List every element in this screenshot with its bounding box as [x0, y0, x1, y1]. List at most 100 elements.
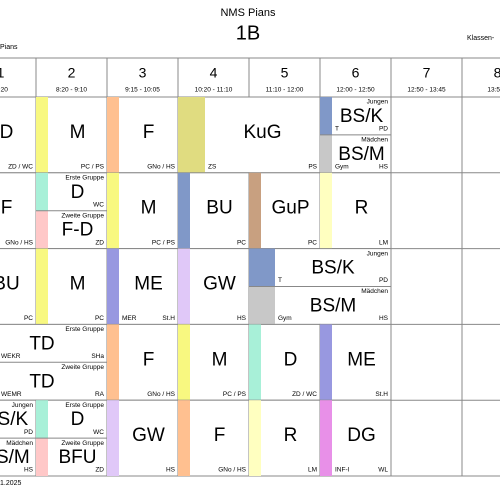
lesson-strip: [36, 97, 48, 173]
cell: [0, 248, 37, 325]
period-number: 2: [68, 65, 76, 81]
lesson-strip: [36, 210, 48, 249]
subject: R: [284, 425, 298, 446]
lesson-strip: [107, 97, 119, 173]
info-right: WL: [378, 467, 388, 474]
period-time: -8:20: [0, 87, 8, 94]
info-right: LM: [308, 467, 317, 474]
subject: D: [71, 409, 85, 430]
lesson-strip: [249, 400, 261, 476]
group-label: Zweite Gruppe: [61, 212, 104, 219]
info-right: SHa: [91, 353, 104, 360]
info-right: GNo / HS: [147, 164, 175, 171]
lesson-strip: [178, 324, 190, 401]
info-right: GNo / HS: [218, 467, 246, 474]
info-right: PC: [308, 239, 317, 246]
group-label: Erste Gruppe: [65, 175, 104, 182]
info-right: RA: [95, 391, 105, 398]
subject: BU: [0, 274, 20, 295]
info-right: HS: [166, 467, 176, 474]
subject: M: [212, 349, 228, 370]
info-right: WC: [93, 201, 104, 208]
info-left: T: [335, 126, 339, 133]
info-left: ZS: [208, 164, 217, 171]
info-right: GNo / HS: [147, 391, 175, 398]
info-right: ZD: [95, 239, 104, 246]
period-number: 6: [352, 65, 360, 81]
group-label: Zweite Gruppe: [61, 440, 104, 447]
subject: TD: [29, 333, 54, 354]
lesson-strip: [320, 324, 332, 401]
info-left: Gym: [335, 164, 349, 171]
period-number: 3: [139, 65, 147, 81]
subject: F: [1, 198, 13, 219]
lesson-strip: [320, 134, 332, 173]
cell: [0, 96, 37, 174]
lesson-strip: [107, 248, 119, 325]
info-right: WC: [93, 429, 104, 436]
period-time: 13:50 -: [487, 87, 500, 94]
subject: BFU: [59, 447, 97, 468]
info-right: ZD: [95, 467, 104, 474]
info-right: HS: [379, 164, 389, 171]
group-label: Erste Gruppe: [65, 326, 104, 333]
subject: BS/K: [340, 106, 384, 127]
info-right: ZD / WC: [292, 391, 317, 398]
group-label: Jungen: [367, 99, 389, 106]
subject: M: [70, 274, 86, 295]
lesson-strip: [36, 438, 48, 476]
class-name: 1B: [236, 22, 260, 44]
info-left: Gym: [278, 315, 292, 322]
subject: BS/M: [310, 295, 356, 316]
info-right: HS: [24, 467, 34, 474]
subject: F: [214, 425, 226, 446]
lesson-strip: [178, 248, 190, 325]
subject: R: [355, 198, 369, 219]
period-number: 5: [281, 65, 289, 81]
header-left: Pians: [0, 44, 18, 51]
header-right: Klassen-: [467, 35, 495, 42]
subject: GW: [203, 274, 236, 295]
info-right: PC / PS: [81, 164, 105, 171]
lesson-strip: [36, 248, 48, 325]
subject: ME: [134, 274, 163, 295]
info-left: WEMR: [1, 391, 22, 398]
subject: BS/K: [0, 409, 28, 430]
period-time: 9:15 - 10:05: [125, 87, 160, 94]
subject: KuG: [243, 122, 281, 143]
group-label: Zweite Gruppe: [61, 364, 104, 371]
period-time: 12:00 - 12:50: [336, 87, 375, 94]
subject: GW: [132, 425, 165, 446]
period-time: 11:10 - 12:00: [266, 87, 304, 94]
school-name: NMS Pians: [220, 7, 276, 19]
period-number: 1: [0, 65, 5, 81]
subject: D: [0, 122, 13, 143]
info-right: LM: [379, 239, 388, 246]
info-left: T: [278, 277, 282, 284]
period-time: 10:20 - 11:10: [195, 87, 233, 94]
lesson-strip: [107, 400, 119, 476]
group-label: Mädchen: [361, 137, 388, 144]
group-label: Jungen: [12, 402, 34, 409]
lesson-strip: [178, 400, 190, 476]
group-label: Jungen: [367, 250, 389, 257]
period-number: 7: [423, 65, 431, 81]
info-left: MER: [122, 315, 137, 322]
info-right: PC: [95, 315, 104, 322]
lesson-strip: [36, 400, 48, 439]
lesson-strip: [178, 172, 190, 249]
lesson-strip: [320, 172, 332, 249]
subject: F: [143, 349, 155, 370]
group-label: Erste Gruppe: [65, 402, 104, 409]
subject: M: [141, 198, 157, 219]
info-right: HS: [237, 315, 247, 322]
subject: BS/M: [0, 447, 30, 468]
lesson-strip: [107, 324, 119, 401]
info-right: GNo / HS: [5, 239, 33, 246]
info-right: PD: [379, 126, 388, 133]
subject: BU: [206, 198, 232, 219]
subject: D: [284, 349, 298, 370]
lesson-strip: [249, 286, 275, 325]
subject: BS/K: [311, 258, 355, 279]
